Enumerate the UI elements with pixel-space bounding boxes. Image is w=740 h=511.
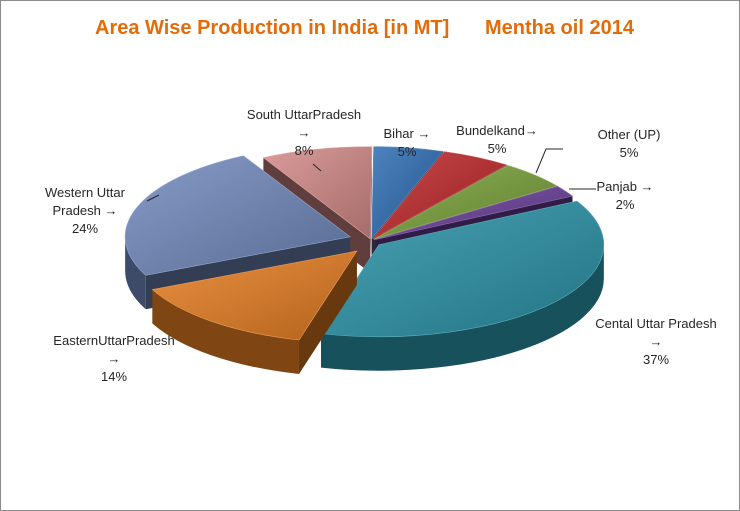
data-label-value: 24% [72,221,98,236]
data-label-value: 5% [620,145,639,160]
data-labels: Bihar → 5% Bundelkand→ 5% Other (UP) 5% Panjab… [45,107,717,384]
data-label-category: → [108,351,121,366]
leader-line [535,148,563,174]
chart-title: Area Wise Production in India [in MT] [95,17,449,39]
data-label-value: 2% [616,197,635,212]
slice-top [373,165,558,240]
data-label-category: → [298,125,311,140]
data-label: EasternUttarPradesh → 14% [53,333,174,384]
data-label-category: Western Uttar [45,185,126,200]
leader-lines [146,148,596,202]
data-label-category: Panjab → [596,179,653,194]
pie-slice [151,250,358,375]
slice-top [151,250,358,341]
pie-slice [320,200,605,371]
slices-layer [124,146,605,375]
data-label: Western Uttar Pradesh → 24% [45,185,126,236]
leader-line [312,163,322,172]
data-label: Bihar → 5% [384,126,431,159]
data-label-category: Bundelkand→ [456,123,538,138]
leader-line [146,194,160,202]
data-label-category: South UttarPradesh [247,107,361,122]
slice-top [372,151,508,240]
slice-outer-wall [125,236,146,310]
data-label-value: 14% [101,369,127,384]
slice-top [371,146,444,240]
data-label: Panjab → 2% [596,179,653,212]
data-label-value: 5% [488,141,507,156]
slice-top [374,185,574,241]
data-label-value: 5% [398,144,417,159]
slice-top [262,146,373,240]
data-label-category: → [650,334,663,349]
slice-top [124,155,351,276]
data-label: Other (UP) 5% [598,127,661,160]
data-label-category: Other (UP) [598,127,661,142]
chart-subtitle: Mentha oil 2014 [485,17,635,39]
data-label-category: EasternUttarPradesh [53,333,174,348]
data-label-category: Bihar → [384,126,431,141]
data-label-category: Cental Uttar Pradesh [595,316,716,331]
data-label: Cental Uttar Pradesh → 37% [595,316,716,367]
slice-top [320,200,605,338]
data-label: South UttarPradesh → 8% [247,107,361,158]
data-label-value: 37% [643,352,669,367]
data-label-category: Pradesh → [52,203,117,218]
data-label-value: 8% [295,143,314,158]
slice-outer-wall [152,289,299,375]
data-label: Bundelkand→ 5% [456,123,538,156]
slice-outer-wall [320,244,604,371]
